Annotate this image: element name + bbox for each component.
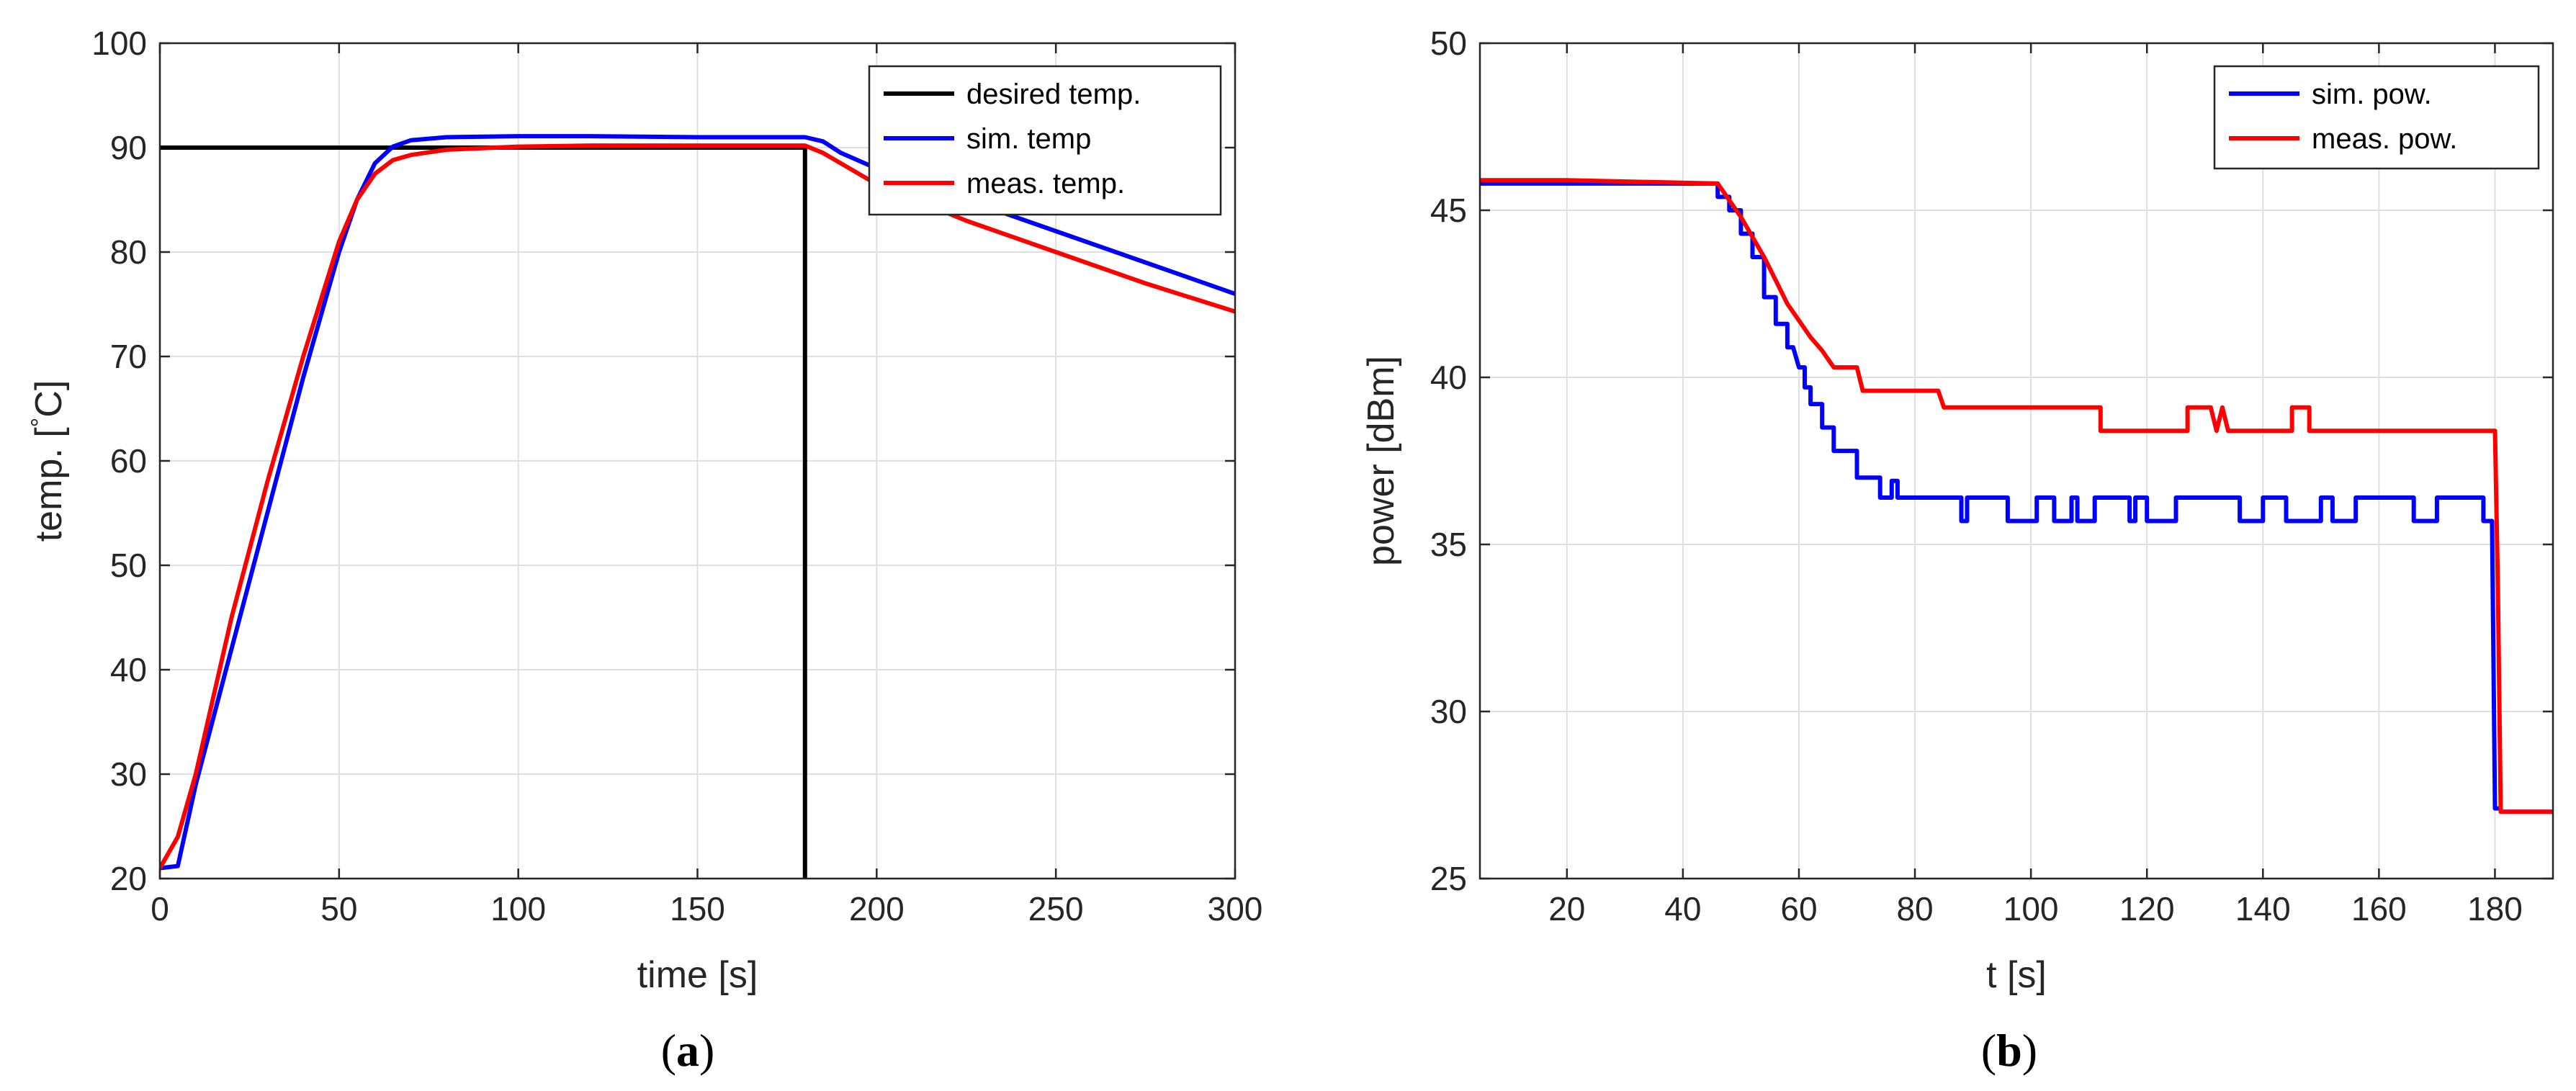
panel-a-ytick-label: 30 [110,755,147,793]
panel-a-legend: desired temp. sim. temp meas. temp. [868,65,1222,216]
panel-b-series [1480,178,2553,814]
panel-a-xtick-label: 300 [1208,890,1263,928]
panel-a-ylabel-degree: ° [27,418,54,428]
panel-b-ytick-label: 35 [1430,526,1467,563]
panel-a-xtick-label: 100 [490,890,546,928]
panel-a-ytick-label: 70 [110,338,147,375]
panel-b-legend: sim. pow. meas. pow. [2213,65,2540,170]
panel-a-temperature-chart: 0 50 100 150 200 250 300 20 30 40 50 60 70 80 90 100 de… [27,24,1262,1076]
panel-b-caption-close: ) [2022,1025,2037,1076]
panel-b-series-sim-pow [1480,181,2553,814]
panel-b-caption: (b) [1981,1025,2037,1076]
panel-a-legend-label-meas-temp: meas. temp. [966,168,1125,199]
panel-a-legend-label-desired-temp: desired temp. [966,78,1141,110]
panel-b-legend-label-meas-pow: meas. pow. [2312,123,2457,155]
panel-b-xtick-label: 180 [2467,890,2523,928]
panel-b-axes-frame [1478,42,2554,880]
panel-a-caption-letter: a [676,1025,699,1076]
panel-b-xtick-label: 60 [1780,890,1817,928]
panel-b-xtick-label: 20 [1548,890,1585,928]
panel-b-legend-label-sim-pow: sim. pow. [2312,78,2432,110]
panel-a-caption-close: ) [699,1025,714,1076]
panel-b-xtick-label: 160 [2351,890,2407,928]
panel-a-ytick-label: 50 [110,547,147,584]
panel-b-xtick-label: 140 [2235,890,2291,928]
panel-b-power-chart: 20 40 60 80 100 120 140 160 180 25 30 35 40 45 50 sim.… [1360,24,2554,1076]
panel-a-ylabel-unit: C] [28,380,70,418]
panel-b-xtick-label: 80 [1896,890,1933,928]
panel-b-caption-letter: b [1996,1025,2022,1076]
panel-a-ylabel: temp. [°C] [27,380,70,542]
panel-a-caption: (a) [661,1025,715,1076]
panel-a-xtick-label: 250 [1028,890,1084,928]
panel-b-xtick-label: 100 [2003,890,2059,928]
panel-a-ytick-label: 80 [110,233,147,271]
panel-b-caption-open: ( [1981,1025,1996,1076]
panel-a-caption-open: ( [661,1025,676,1076]
panel-b-ytick-label: 40 [1430,359,1467,396]
panel-b-series-meas-pow [1480,178,2553,814]
panel-b-ytick-label: 45 [1430,192,1467,229]
panel-a-ytick-label: 100 [91,24,147,62]
panel-a-legend-label-sim-temp: sim. temp [966,123,1091,155]
panel-a-axes-frame [158,42,1237,880]
panel-a-xtick-label: 50 [320,890,357,928]
panel-b-ylabel: power [dBm] [1360,356,1402,566]
panel-b-xtick-label: 40 [1664,890,1701,928]
panel-b-xtick-label: 120 [2119,890,2175,928]
panel-b-legend-box [2213,65,2540,170]
panel-a-xlabel: time [s] [637,954,758,996]
panel-a-ytick-label: 20 [110,860,147,897]
panel-b-ytick-label: 50 [1430,24,1467,62]
panel-a-xtick-label: 200 [849,890,905,928]
panel-a-ytick-label: 90 [110,129,147,166]
panel-a-ylabel-prefix: temp. [ [28,427,70,542]
panel-a-xtick-label: 0 [151,890,169,928]
panel-a-ticks: 0 50 100 150 200 250 300 20 30 40 50 60 70 80 90 100 [91,24,1262,928]
panel-a-ytick-label: 60 [110,442,147,480]
panel-b-ytick-label: 25 [1430,860,1467,897]
panel-a-ytick-label: 40 [110,651,147,688]
panel-b-xlabel: t [s] [1986,954,2047,996]
panel-b-ytick-label: 30 [1430,693,1467,730]
panel-b-ticks: 20 40 60 80 100 120 140 160 180 25 30 35 40 45 50 [1430,24,2553,928]
panel-a-xtick-label: 150 [670,890,725,928]
